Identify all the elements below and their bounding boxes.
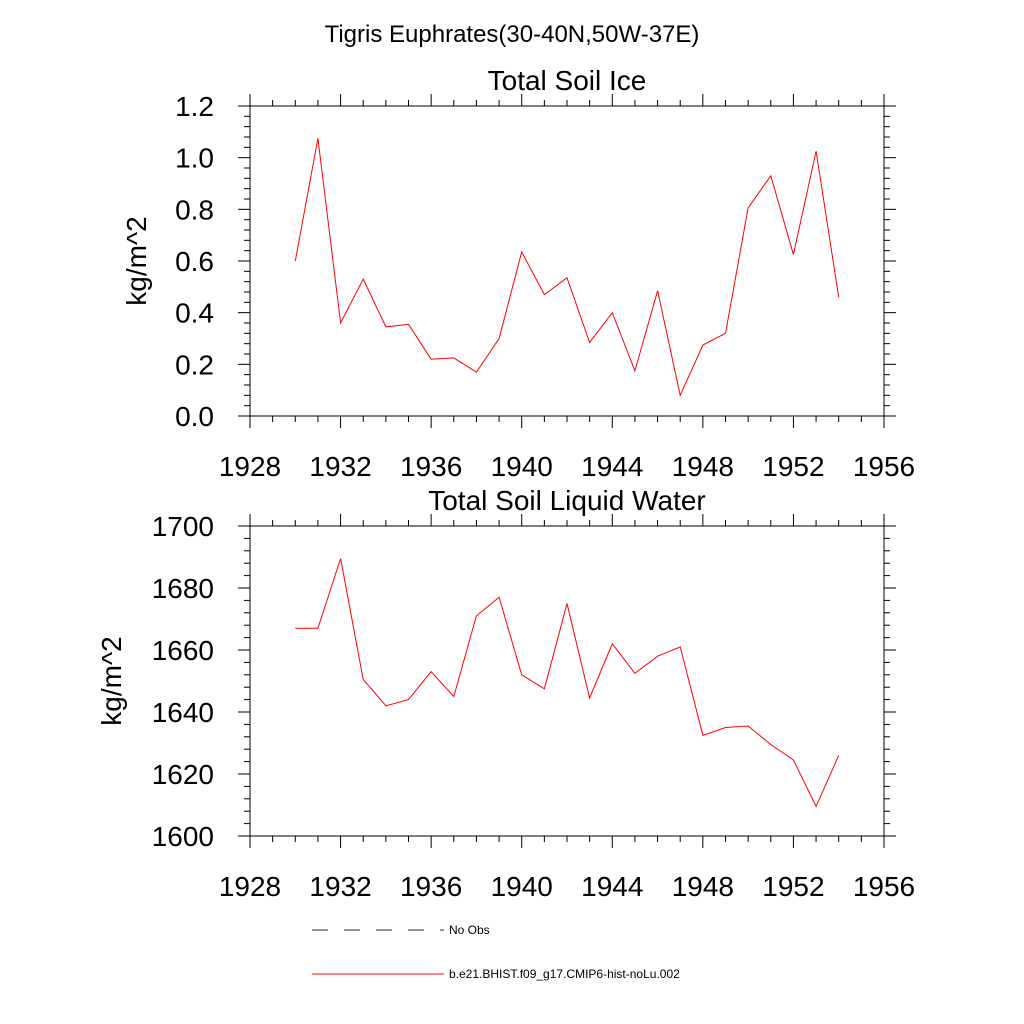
x-tick-label: 1944: [581, 451, 643, 482]
figure-title: Tigris Euphrates(30-40N,50W-37E): [325, 21, 700, 48]
y-tick-label: 1600: [152, 821, 214, 852]
series-line: [295, 558, 840, 808]
y-tick-label: 0.6: [175, 246, 214, 277]
chart-title: Total Soil Liquid Water: [428, 485, 706, 516]
y-tick-label: 1680: [152, 573, 214, 604]
x-tick-label: 1932: [309, 451, 371, 482]
plot-frame: [249, 105, 885, 417]
x-tick-label: 1956: [853, 871, 915, 902]
x-tick-label: 1928: [219, 871, 281, 902]
x-tick-label: 1936: [400, 871, 462, 902]
x-tick-label: 1952: [762, 451, 824, 482]
x-tick-label: 1948: [672, 871, 734, 902]
x-tick-label: 1936: [400, 451, 462, 482]
legend-label-no-obs: No Obs: [449, 923, 490, 937]
x-tick-label: 1928: [219, 451, 281, 482]
legend-label-model: b.e21.BHIST.f09_g17.CMIP6-hist-noLu.002: [449, 967, 680, 981]
chart-title: Total Soil Ice: [488, 65, 647, 96]
x-tick-label: 1948: [672, 451, 734, 482]
panel-total-soil-ice: Total Soil Ice kg/m^2 1928 1932 1936 1940 1944…: [121, 65, 915, 482]
y-tick-label: 0.4: [175, 298, 214, 329]
x-tick-label: 1956: [853, 451, 915, 482]
legend: No Obs b.e21.BHIST.f09_g17.CMIP6-hist-no…: [312, 923, 680, 981]
x-tick-label: 1952: [762, 871, 824, 902]
x-tick-label: 1940: [491, 451, 553, 482]
series-line: [294, 138, 840, 397]
y-tick-label: 1640: [152, 697, 214, 728]
y-tick-label: 1.2: [175, 91, 214, 122]
x-tick-label: 1940: [491, 871, 553, 902]
plot-frame: [249, 525, 885, 837]
x-tick-label: 1944: [581, 871, 643, 902]
y-tick-label: 1.0: [175, 143, 214, 174]
y-axis-label: kg/m^2: [121, 216, 152, 305]
panel-total-soil-liquid-water: Total Soil Liquid Water kg/m^2 1928 1932 193…: [96, 485, 915, 902]
y-tick-label: 0.8: [175, 194, 214, 225]
x-tick-label: 1932: [309, 871, 371, 902]
y-tick-label: 0.2: [175, 349, 214, 380]
y-tick-label: 1660: [152, 635, 214, 666]
y-tick-label: 1700: [152, 511, 214, 542]
y-tick-label: 0.0: [175, 401, 214, 432]
y-axis-label: kg/m^2: [96, 636, 127, 725]
y-tick-label: 1620: [152, 759, 214, 790]
